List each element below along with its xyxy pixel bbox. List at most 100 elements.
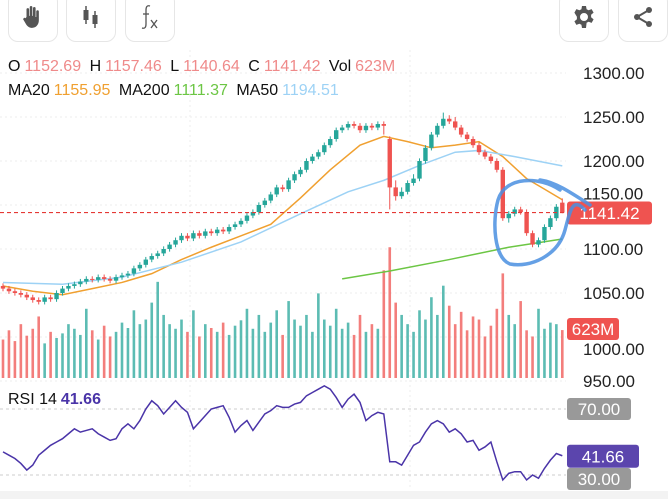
candle-body — [101, 277, 107, 279]
volume-bar — [483, 336, 487, 378]
function-icon — [141, 5, 158, 29]
volume-bar — [257, 314, 261, 378]
candle-body — [316, 152, 321, 157]
volume-bar — [543, 328, 546, 378]
indicators-button[interactable] — [125, 0, 175, 42]
volume-bar — [561, 330, 564, 378]
candle-body — [125, 273, 131, 276]
price-tick-label: 950.00 — [583, 372, 635, 391]
candle-body — [506, 213, 511, 219]
candle-body — [536, 240, 541, 245]
volume-bar — [328, 325, 332, 378]
candle-body — [244, 215, 250, 221]
volume-bar — [507, 314, 511, 378]
annotation-circle — [493, 178, 592, 267]
volume-bar — [436, 314, 439, 378]
chart-type-button[interactable] — [66, 0, 116, 42]
volume-bar — [358, 314, 362, 378]
candle-body — [387, 139, 392, 188]
candle-body — [304, 161, 309, 170]
volume-bar — [442, 285, 445, 378]
candle-body — [90, 278, 95, 280]
candle-body — [298, 169, 303, 175]
candle-body — [286, 180, 291, 190]
volume-bar — [168, 324, 171, 378]
volume-bar — [239, 320, 243, 378]
volume-bar — [471, 316, 475, 378]
volume-bar — [96, 339, 100, 378]
candle-body — [447, 118, 452, 122]
volume-value: 623M — [355, 58, 396, 75]
volume-bar — [340, 328, 344, 378]
volume-bar — [388, 247, 392, 378]
last-volume-tag-bg — [567, 318, 619, 340]
volume-bar — [477, 319, 481, 378]
candle-body — [292, 174, 297, 181]
candle-body — [36, 300, 41, 302]
volume-bar — [394, 302, 397, 378]
candle-body — [262, 200, 267, 205]
volume-bar — [299, 325, 302, 378]
candle-body — [191, 233, 196, 239]
volume-bars — [1, 247, 564, 378]
volume-bar — [346, 322, 350, 378]
candle-body — [274, 187, 279, 195]
volume-bar — [215, 331, 219, 378]
candle-body — [197, 233, 202, 236]
candle-body — [137, 264, 143, 269]
volume-bar — [293, 319, 296, 378]
ma-legend: MA20 1155.95 MA200 1111.37 MA50 1194.51 — [8, 82, 343, 100]
volume-bar — [120, 322, 124, 378]
gear-icon — [574, 6, 594, 28]
volume-bar — [186, 331, 189, 378]
settings-button[interactable] — [559, 0, 609, 42]
volume-bar — [400, 314, 403, 378]
candle-body — [441, 118, 446, 126]
candle-body — [119, 275, 125, 278]
ma50-value: 1194.51 — [282, 82, 339, 99]
candle-body — [512, 209, 517, 214]
volume-label: Vol — [328, 58, 352, 75]
candle-body — [542, 227, 547, 241]
candle-body — [179, 235, 184, 241]
volume-bar — [144, 319, 148, 378]
candle-body — [548, 218, 553, 227]
candle-body — [42, 297, 47, 302]
candle-body — [524, 212, 529, 234]
candle-body — [48, 297, 53, 300]
candle-body — [30, 297, 35, 301]
close-label: C — [248, 58, 260, 75]
candle-body — [476, 145, 482, 153]
price-tick-label: 1100.00 — [583, 240, 643, 259]
volume-bar — [269, 322, 273, 378]
volume-bar — [370, 324, 374, 378]
volume-bar — [132, 310, 136, 378]
volume-bar — [382, 270, 386, 378]
volume-bar — [447, 305, 451, 378]
volume-bar — [43, 343, 46, 378]
volume-bar — [102, 325, 106, 378]
candle-body — [161, 249, 166, 254]
candle-body — [256, 205, 262, 213]
candle-body — [560, 202, 565, 213]
candle-body — [226, 227, 232, 232]
ma200-line — [342, 238, 563, 280]
candle-body — [232, 224, 238, 227]
candle-body — [149, 256, 154, 260]
share-button[interactable] — [618, 0, 668, 42]
candle-body — [357, 125, 363, 131]
candle-body — [363, 125, 369, 131]
candle-body — [429, 134, 434, 148]
volume-bar — [61, 333, 64, 378]
open-value: 1152.69 — [24, 58, 82, 75]
candle-body — [393, 187, 398, 197]
low-value: 1140.64 — [183, 58, 240, 75]
volume-bar — [108, 336, 112, 378]
candle-body — [280, 187, 285, 190]
volume-bar — [525, 330, 528, 378]
pan-tool-button[interactable] — [8, 0, 58, 42]
volume-bar — [126, 328, 130, 378]
candle-body — [60, 288, 65, 293]
candle-body — [453, 121, 458, 128]
